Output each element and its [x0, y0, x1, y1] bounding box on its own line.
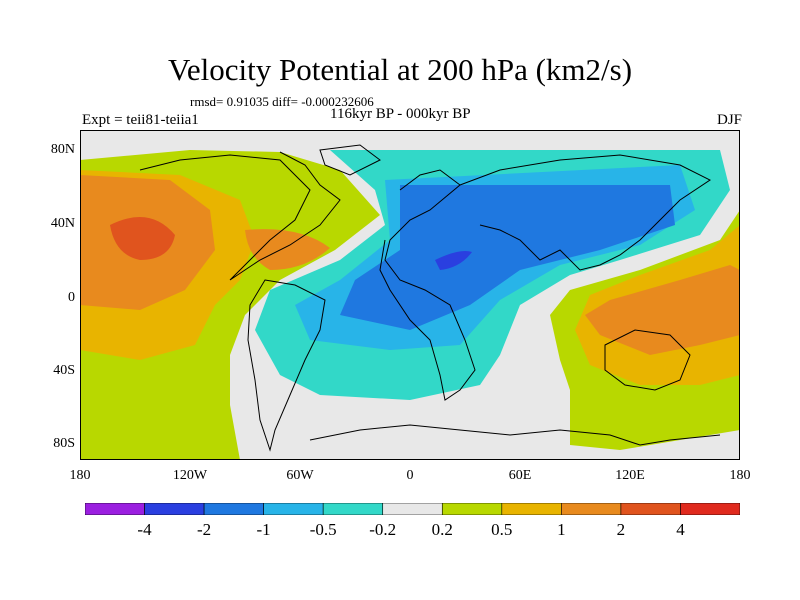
colorbar-box: [441, 503, 503, 515]
australia-coast: [604, 329, 691, 391]
lon-label-120e: 120E: [615, 468, 645, 483]
colorbar-label: -1: [256, 520, 271, 539]
colorbar-box: [382, 503, 443, 515]
colorbar-label: -4: [137, 520, 152, 539]
south-america-coast: [247, 279, 326, 452]
colorbar-box: [203, 503, 264, 515]
lon-label-60e: 60E: [508, 468, 532, 483]
lat-label-40s: 40S: [53, 363, 75, 378]
colorbar-label: 4: [676, 520, 685, 539]
asia-coast: [459, 154, 711, 271]
map-canvas: [80, 130, 740, 460]
coastlines: [139, 144, 721, 452]
velocity-potential-map: [80, 130, 740, 460]
colorbar-label: 1: [557, 520, 566, 539]
greenland-coast: [319, 144, 381, 176]
colorbar-label: 2: [616, 520, 626, 539]
lon-label-60w: 60W: [286, 468, 314, 483]
lon-label-0: 0: [406, 468, 414, 483]
colorbar-box: [85, 503, 145, 515]
colorbar-box: [620, 503, 681, 515]
lat-label-40n: 40N: [50, 216, 75, 231]
experiment-label: Expt = teii81-teiia1: [82, 112, 199, 128]
colorbar-box: [263, 503, 324, 515]
colorbar-label: 0.5: [491, 520, 513, 539]
colorbar-label: -0.5: [309, 520, 337, 539]
colorbar-box: [144, 503, 205, 515]
lon-label-180w: 180: [69, 468, 91, 483]
lat-label-80n: 80N: [50, 142, 75, 157]
map-border: [80, 130, 740, 460]
negative-max-north-africa: [435, 251, 472, 270]
rmsd-diff-stats: rmsd= 0.91035 diff= -0.000232606: [190, 94, 374, 109]
colorbar-box: [680, 503, 740, 515]
colorbar-box: [322, 503, 384, 515]
colorbar-label: -0.2: [369, 520, 397, 539]
lon-label-120w: 120W: [172, 468, 208, 483]
north-america-coast: [139, 151, 341, 281]
season-label: DJF: [716, 112, 742, 128]
positive-region-caribbean: [245, 229, 330, 270]
positive-region-indo-pacific-strong: [585, 265, 740, 355]
negative-region-strong: [340, 185, 675, 330]
colorbar-box: [501, 503, 562, 515]
figure-title: Velocity Potential at 200 hPa (km2/s): [167, 52, 633, 87]
antarctica-coast: [309, 424, 721, 446]
europe-africa-coast: [379, 169, 476, 401]
lat-label-0: 0: [68, 290, 75, 305]
colorbar-box: [561, 503, 622, 515]
colorbar-label: 0.2: [431, 520, 453, 539]
time-period-label: 116kyr BP - 000kyr BP: [330, 106, 471, 122]
positive-max-north-pacific: [110, 217, 175, 260]
colorbar-label: -2: [197, 520, 212, 539]
colorbar: [85, 503, 740, 515]
lat-label-80s: 80S: [53, 436, 75, 451]
lon-label-180e: 180: [729, 468, 751, 483]
